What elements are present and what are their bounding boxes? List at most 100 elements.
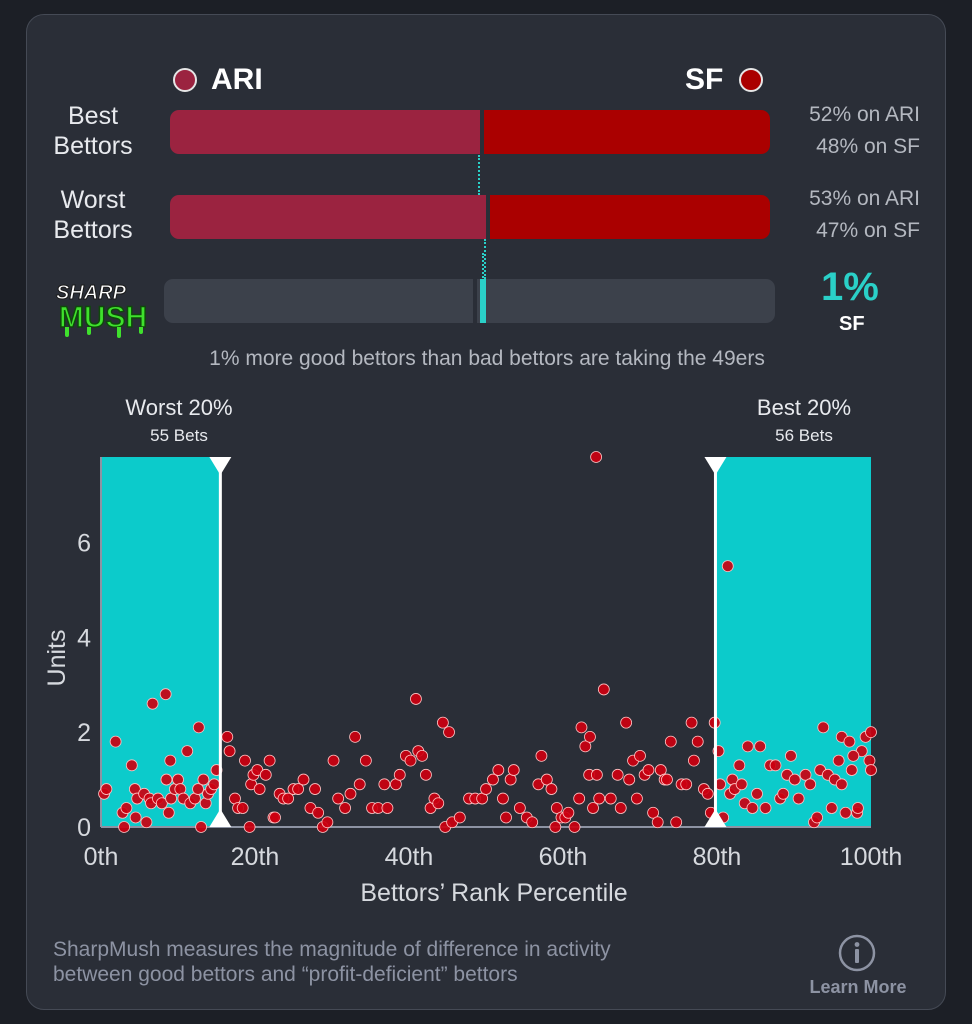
data-point: [587, 802, 599, 814]
data-point: [393, 768, 406, 781]
data-point: [670, 816, 683, 829]
data-point: [327, 754, 340, 767]
region-label-1: Best 20%: [757, 395, 851, 420]
sharpmush-logo-bottom: MUSH: [59, 301, 147, 334]
data-point: [839, 806, 852, 819]
data-point: [100, 783, 113, 795]
x-tick-label: 20th: [231, 843, 280, 871]
worst-bettors-ari-segment: [170, 195, 486, 239]
data-point: [197, 773, 210, 786]
data-point: [339, 802, 351, 814]
region-boundary-bottom-marker-1: [704, 809, 727, 827]
x-tick-label: 100th: [840, 843, 903, 871]
footer-description: SharpMush measures the magnitude of diff…: [53, 937, 611, 987]
region-markers: [209, 457, 727, 827]
data-point: [562, 806, 575, 819]
data-point: [269, 811, 281, 824]
ari-team-dot: [173, 68, 197, 92]
sf-team-dot: [739, 68, 763, 92]
data-point: [735, 778, 748, 791]
data-point: [120, 802, 133, 814]
data-point: [865, 764, 877, 776]
data-point: [804, 778, 817, 791]
sharpmush-percentage: 1%: [821, 265, 879, 309]
data-point: [865, 726, 877, 739]
x-axis-title: Bettors’ Rank Percentile: [360, 879, 627, 907]
data-point: [664, 735, 677, 748]
data-point: [125, 759, 138, 772]
best-bettors-label: Best Bettors: [33, 101, 153, 161]
data-point: [832, 754, 845, 767]
region-label-0: Worst 20%: [125, 395, 232, 420]
data-point: [647, 806, 659, 819]
y-tick-label: 4: [77, 624, 91, 652]
data-point: [792, 792, 805, 805]
data-point: [410, 693, 422, 705]
worst-bettors-ari-pct: 53% on ARI: [809, 187, 920, 210]
best-bettors-label-line1: Best: [67, 102, 119, 130]
data-point: [297, 773, 310, 786]
data-point: [680, 778, 693, 791]
data-point: [155, 797, 168, 810]
data-point: [195, 821, 208, 833]
data-point: [545, 783, 558, 795]
best-bettors-sf-pct: 48% on SF: [816, 135, 920, 158]
best-bettors-pct: 52% on ARI 48% on SF: [780, 99, 920, 163]
data-point: [777, 787, 790, 800]
region-boundary-bottom-marker-0: [209, 809, 232, 827]
data-point: [507, 764, 520, 776]
data-point: [847, 749, 860, 762]
data-point: [701, 787, 714, 800]
data-point: [312, 806, 325, 819]
data-point: [535, 749, 548, 762]
data-point: [140, 816, 153, 829]
data-point: [584, 730, 596, 743]
data-point: [344, 787, 357, 800]
data-point: [845, 764, 858, 776]
data-point: [236, 802, 249, 814]
data-point: [568, 821, 581, 833]
data-point: [282, 792, 295, 805]
y-axis-title: Units: [43, 630, 71, 687]
data-point: [492, 764, 505, 776]
data-point: [359, 754, 372, 767]
data-point: [661, 773, 673, 786]
data-point: [526, 816, 539, 829]
data-point: [746, 802, 759, 814]
data-point: [487, 773, 499, 786]
region-sublabel-0: 55 Bets: [150, 426, 208, 445]
data-point: [432, 797, 445, 810]
data-point: [208, 778, 221, 791]
data-point: [480, 783, 492, 795]
data-point: [309, 783, 321, 795]
learn-more-label: Learn More: [809, 977, 907, 997]
data-point: [685, 716, 698, 729]
learn-more-button[interactable]: Learn More: [803, 933, 913, 1001]
x-tick-label: 60th: [539, 843, 588, 871]
data-point: [611, 768, 624, 781]
data-point: [642, 764, 655, 776]
data-point: [540, 773, 553, 786]
data-point: [404, 754, 417, 767]
y-tick-label: 2: [77, 719, 91, 747]
data-point: [620, 716, 633, 729]
data-point: [443, 726, 455, 739]
sharpmush-caption: 1% more good bettors than bad bettors ar…: [209, 347, 765, 370]
x-tick-label: 0th: [84, 843, 119, 871]
data-point: [321, 816, 334, 829]
best-bettors-ari-segment: [170, 110, 480, 154]
data-point: [573, 792, 586, 805]
data-point: [785, 749, 797, 762]
data-point: [513, 802, 526, 814]
data-point: [221, 730, 234, 743]
best-bettors-label-line2: Bettors: [53, 132, 133, 160]
data-point: [590, 768, 603, 781]
data-point: [825, 802, 838, 814]
data-point: [751, 787, 763, 800]
data-point: [192, 783, 204, 795]
data-point: [623, 773, 636, 786]
sharpmush-team: SF: [839, 313, 865, 335]
data-point: [420, 768, 432, 781]
